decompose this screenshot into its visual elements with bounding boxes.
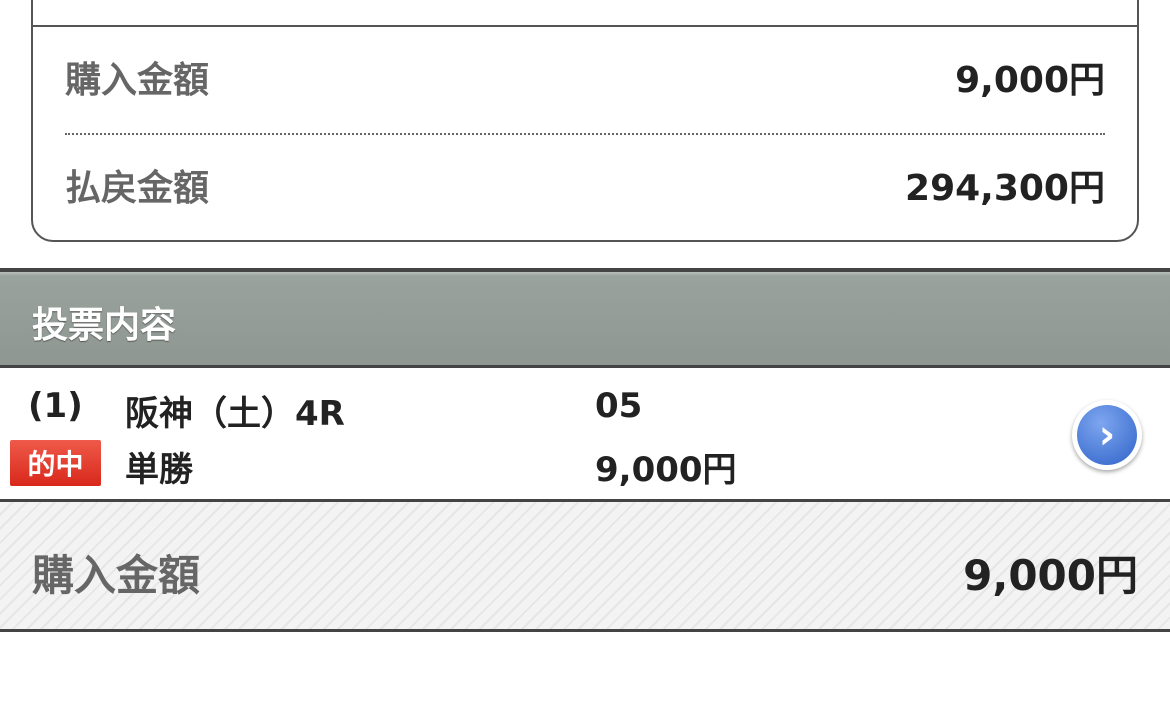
- payout-amount-value: 294,300円: [905, 168, 1105, 209]
- purchase-amount-row: 購入金額 9,000円: [65, 52, 1105, 102]
- bet-number: (1): [28, 386, 83, 426]
- bet-type: 単勝: [125, 450, 193, 490]
- hit-badge: 的中: [10, 440, 101, 486]
- bet-row[interactable]: (1) 阪神（土）4R 05 的中 単勝 9,000円 ›: [0, 368, 1170, 502]
- section-title: 投票内容: [32, 305, 177, 346]
- purchase-amount-value: 9,000円: [955, 60, 1105, 101]
- chevron-right-icon: ›: [1077, 405, 1137, 465]
- divider: [33, 25, 1137, 27]
- dotted-divider: [65, 133, 1105, 135]
- payout-amount-row: 払戻金額 294,300円: [65, 160, 1105, 210]
- purchase-amount-label: 購入金額: [65, 60, 210, 101]
- bet-amount: 9,000円: [595, 450, 737, 490]
- total-row: 購入金額 9,000円: [0, 502, 1170, 632]
- detail-button[interactable]: ›: [1072, 400, 1142, 470]
- bet-race: 阪神（土）4R: [125, 394, 345, 434]
- bet-horse-number: 05: [595, 386, 643, 426]
- payout-amount-label: 払戻金額: [65, 168, 210, 209]
- total-value: 9,000円: [963, 551, 1138, 600]
- section-header: 投票内容: [0, 268, 1170, 368]
- total-label: 購入金額: [32, 551, 201, 600]
- summary-card: 購入金額 9,000円 払戻金額 294,300円: [31, 0, 1139, 242]
